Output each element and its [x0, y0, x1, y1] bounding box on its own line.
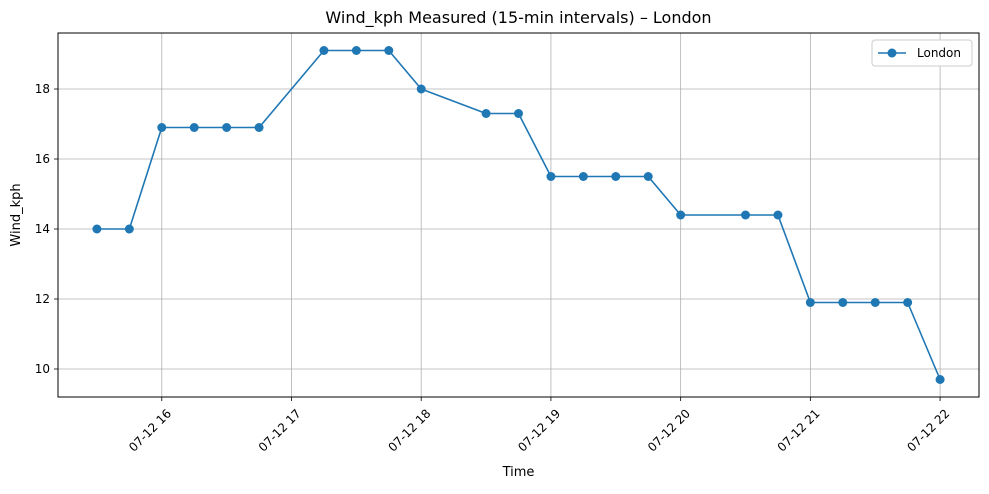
x-tick-label: 07-12 17: [256, 406, 304, 454]
y-axis-label: Wind_kph: [9, 183, 24, 246]
plot-area: [57, 32, 980, 398]
data-point: [481, 109, 491, 118]
data-point: [611, 172, 621, 181]
x-tick-label: 07-12 18: [386, 406, 434, 454]
data-point: [351, 46, 361, 55]
data-point: [741, 210, 751, 220]
chart-title: Wind_kph Measured (15-min intervals) – L…: [325, 8, 711, 28]
y-tick-label: 14: [35, 222, 50, 236]
data-point: [222, 123, 232, 132]
data-point: [189, 123, 199, 132]
x-axis-ticks: 07-12 16 07-12 17 07-12 18 07-12 19 07-12 20…: [126, 397, 952, 454]
data-point: [319, 46, 329, 55]
data-point: [903, 298, 913, 307]
data-point: [805, 298, 815, 307]
data-point: [546, 172, 556, 181]
data-point: [838, 298, 848, 307]
x-tick-label: 07-12 16: [126, 406, 174, 454]
legend-label-london: London: [917, 46, 961, 60]
x-tick-label: 07-12 21: [775, 406, 823, 454]
data-point: [676, 210, 686, 220]
data-point: [92, 224, 102, 234]
data-point: [870, 298, 880, 307]
x-tick-label: 07-12 19: [515, 406, 563, 454]
x-tick-label: 07-12 22: [904, 406, 952, 454]
data-point: [578, 172, 588, 181]
data-point: [514, 109, 523, 118]
data-point: [384, 46, 394, 55]
x-axis-label: Time: [502, 465, 535, 480]
legend-marker: [887, 48, 897, 58]
y-axis-ticks: 10 12 14 16 18: [35, 82, 58, 376]
series-line: [96, 49, 941, 380]
data-point: [935, 375, 945, 384]
x-tick-label: 07-12 20: [645, 406, 693, 454]
y-tick-label: 16: [35, 152, 50, 166]
data-point: [254, 123, 264, 132]
grid-lines: [58, 33, 979, 397]
data-point: [416, 84, 426, 94]
legend: London: [871, 39, 973, 67]
legend-box: [871, 39, 973, 67]
data-point: [157, 123, 167, 132]
y-tick-label: 10: [35, 362, 50, 376]
y-tick-label: 18: [35, 82, 50, 96]
data-point: [124, 224, 134, 234]
series-london: [92, 46, 945, 384]
data-point: [773, 210, 783, 220]
y-tick-label: 12: [35, 292, 50, 306]
data-point: [643, 172, 653, 181]
